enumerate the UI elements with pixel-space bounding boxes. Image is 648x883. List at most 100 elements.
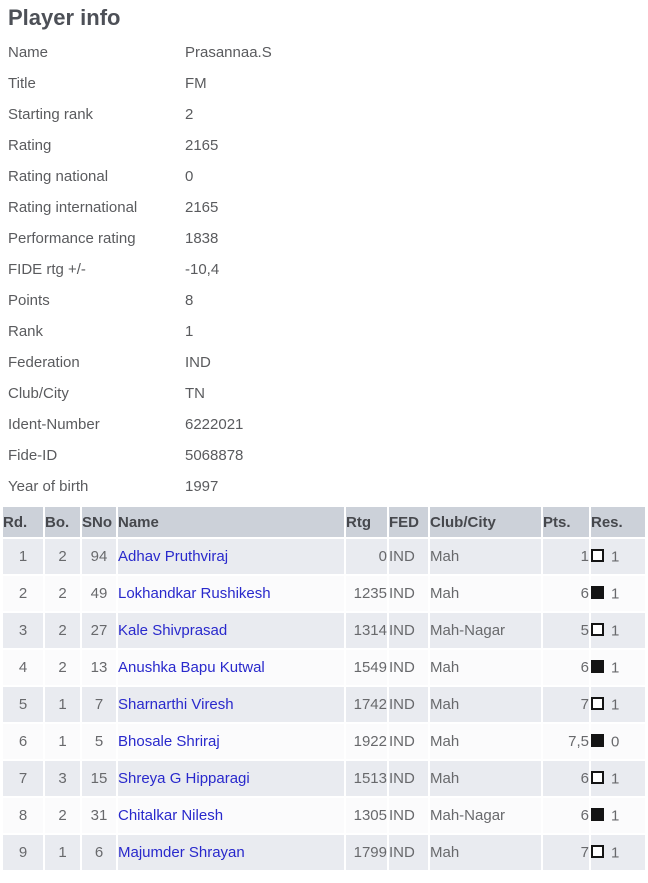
result-cell: 1 [591, 539, 645, 574]
result-value: 1 [611, 585, 620, 603]
column-header-fed: FED [389, 507, 428, 537]
points-cell: 7 [543, 687, 589, 722]
result-cell: 0 [591, 724, 645, 759]
opponent-name-cell: Chitalkar Nilesh [118, 798, 344, 833]
club-city-cell: Mah [430, 724, 541, 759]
start-number-cell: 94 [82, 539, 116, 574]
piece-color-white-icon [591, 548, 604, 562]
federation-cell: IND [389, 576, 428, 611]
round-cell: 3 [3, 613, 43, 648]
club-city-cell: Mah [430, 687, 541, 722]
info-label: Rank [8, 323, 44, 340]
page-title: Player info [8, 5, 121, 30]
board-cell: 2 [45, 613, 80, 648]
result-value: 1 [611, 770, 620, 788]
club-city-cell: Mah-Nagar [430, 613, 541, 648]
opponent-name-cell: Kale Shivprasad [118, 613, 344, 648]
federation-cell: IND [389, 798, 428, 833]
result-cell: 1 [591, 761, 645, 796]
info-value: TN [185, 385, 205, 402]
opponent-name-link[interactable]: Anushka Bapu Kutwal [118, 659, 265, 676]
result-cell: 1 [591, 835, 645, 870]
club-city-cell: Mah [430, 576, 541, 611]
rating-cell: 1314 [346, 613, 387, 648]
opponent-name-link[interactable]: Kale Shivprasad [118, 622, 228, 639]
info-label: Performance rating [8, 230, 136, 247]
opponent-name-link[interactable]: Adhav Pruthviraj [118, 548, 229, 565]
info-row: Rating 2165 [8, 130, 648, 161]
board-cell: 2 [45, 650, 80, 685]
start-number-cell: 15 [82, 761, 116, 796]
piece-color-black-icon [591, 659, 604, 673]
table-row: 3 2 27 Kale Shivprasad 1314 IND Mah-Naga… [3, 613, 645, 648]
rating-cell: 1513 [346, 761, 387, 796]
result-value: 1 [611, 696, 620, 714]
info-label: Ident-Number [8, 416, 100, 433]
round-cell: 2 [3, 576, 43, 611]
info-row: Year of birth 1997 [8, 471, 648, 502]
info-value: 6222021 [185, 416, 244, 433]
board-cell: 1 [45, 835, 80, 870]
federation-cell: IND [389, 539, 428, 574]
opponent-name-link[interactable]: Lokhandkar Rushikesh [118, 585, 271, 602]
info-label: Rating [8, 137, 52, 154]
info-row: Federation IND [8, 347, 648, 378]
rating-cell: 0 [346, 539, 387, 574]
round-cell: 7 [3, 761, 43, 796]
round-cell: 4 [3, 650, 43, 685]
board-cell: 1 [45, 724, 80, 759]
club-city-cell: Mah-Nagar [430, 798, 541, 833]
info-row: Performance rating 1838 [8, 223, 648, 254]
table-row: 6 1 5 Bhosale Shriraj 1922 IND Mah 7,5 0 [3, 724, 645, 759]
opponent-name-cell: Bhosale Shriraj [118, 724, 344, 759]
info-row: Club/City TN [8, 378, 648, 409]
points-cell: 6 [543, 650, 589, 685]
round-cell: 1 [3, 539, 43, 574]
info-label: Club/City [8, 385, 69, 402]
points-cell: 6 [543, 576, 589, 611]
info-row: Rank 1 [8, 316, 648, 347]
club-city-cell: Mah [430, 761, 541, 796]
info-row: Name Prasannaa.S [8, 37, 648, 68]
info-row: Ident-Number 6222021 [8, 409, 648, 440]
column-header-res: Res. [591, 507, 645, 537]
opponent-name-cell: Adhav Pruthviraj [118, 539, 344, 574]
table-row: 7 3 15 Shreya G Hipparagi 1513 IND Mah 6… [3, 761, 645, 796]
points-cell: 6 [543, 798, 589, 833]
opponent-name-link[interactable]: Shreya G Hipparagi [118, 770, 250, 787]
rating-cell: 1305 [346, 798, 387, 833]
info-row: Fide-ID 5068878 [8, 440, 648, 471]
info-label: Federation [8, 354, 80, 371]
piece-color-black-icon [591, 585, 604, 599]
info-label: Title [8, 75, 36, 92]
result-cell: 1 [591, 613, 645, 648]
column-header-name: Name [118, 507, 344, 537]
result-value: 1 [611, 844, 620, 862]
opponent-name-link[interactable]: Sharnarthi Viresh [118, 696, 234, 713]
result-cell: 1 [591, 687, 645, 722]
info-label: Rating international [8, 199, 138, 216]
federation-cell: IND [389, 687, 428, 722]
info-value: 2 [185, 106, 194, 123]
start-number-cell: 5 [82, 724, 116, 759]
info-value: 0 [185, 168, 194, 185]
opponent-name-link[interactable]: Bhosale Shriraj [118, 733, 220, 750]
board-cell: 1 [45, 687, 80, 722]
piece-color-white-icon [591, 844, 604, 858]
info-label: Rating national [8, 168, 109, 185]
opponent-name-link[interactable]: Majumder Shrayan [118, 844, 245, 861]
column-header-club: Club/City [430, 507, 541, 537]
info-row: FIDE rtg +/- -10,4 [8, 254, 648, 285]
table-row: 4 2 13 Anushka Bapu Kutwal 1549 IND Mah … [3, 650, 645, 685]
round-cell: 5 [3, 687, 43, 722]
info-label: Name [8, 44, 49, 61]
piece-color-white-icon [591, 696, 604, 710]
rating-cell: 1922 [346, 724, 387, 759]
info-value: 1997 [185, 478, 219, 495]
opponent-name-link[interactable]: Chitalkar Nilesh [118, 807, 224, 824]
round-cell: 6 [3, 724, 43, 759]
results-table: Rd. Bo. SNo Name Rtg FED Club/City Pts. Res. 1 2… [1, 505, 647, 872]
info-value: IND [185, 354, 211, 371]
federation-cell: IND [389, 724, 428, 759]
info-value: 8 [185, 292, 194, 309]
